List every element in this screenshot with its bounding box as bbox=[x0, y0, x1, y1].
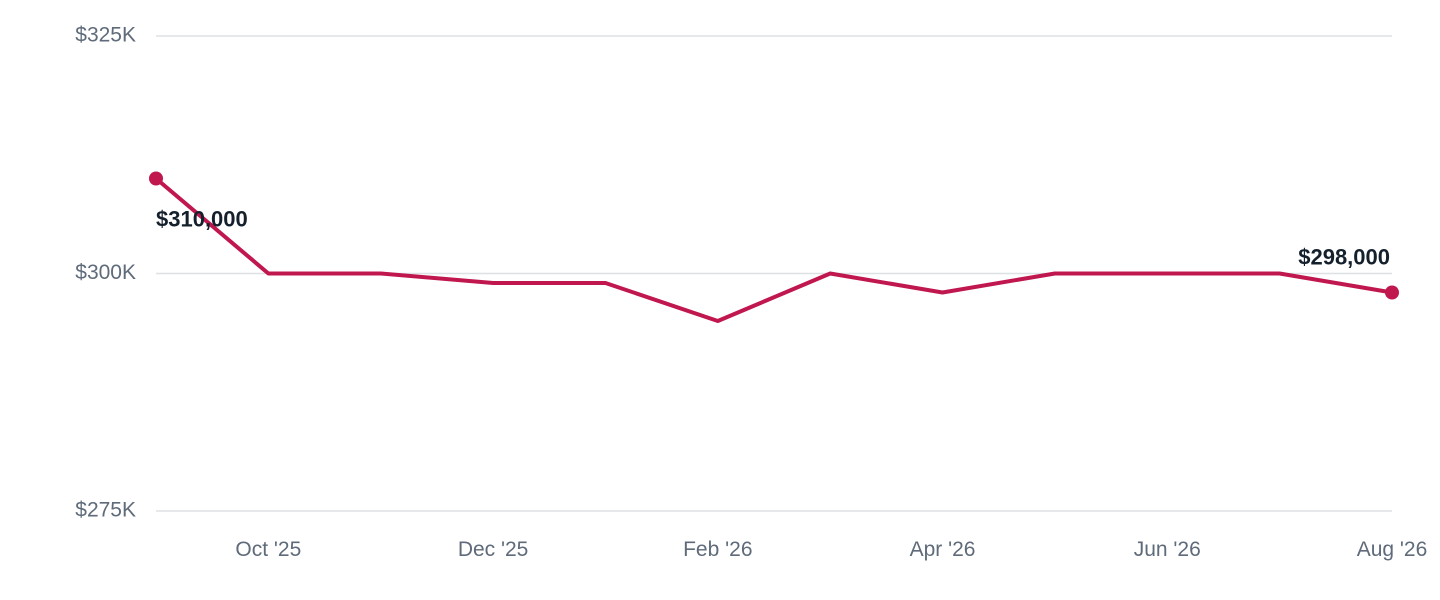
series-line-group bbox=[154, 176, 1394, 323]
data-point-marker bbox=[1385, 285, 1399, 300]
y-tick-label: $325K bbox=[75, 24, 136, 47]
y-axis-ticks: $325K $300K $275K bbox=[75, 24, 136, 522]
point-markers bbox=[149, 171, 1399, 300]
x-tick-label: Apr '26 bbox=[910, 538, 976, 561]
y-tick-label: $275K bbox=[75, 499, 136, 522]
x-tick-label: Dec '25 bbox=[458, 538, 529, 561]
data-label: $298,000 bbox=[1298, 245, 1390, 270]
x-tick-label: Feb '26 bbox=[683, 538, 752, 561]
x-tick-label: Jun '26 bbox=[1134, 538, 1201, 561]
x-tick-label: Oct '25 bbox=[235, 538, 301, 561]
series-line bbox=[154, 176, 1394, 323]
data-point-marker bbox=[149, 171, 163, 186]
x-axis-ticks: Oct '25 Dec '25 Feb '26 Apr '26 Jun '26 Aug '… bbox=[235, 538, 1427, 561]
data-label: $310,000 bbox=[156, 207, 248, 232]
data-labels: $310,000 $298,000 bbox=[156, 207, 1390, 270]
x-tick-label: Aug '26 bbox=[1357, 538, 1428, 561]
y-tick-label: $300K bbox=[75, 261, 136, 284]
